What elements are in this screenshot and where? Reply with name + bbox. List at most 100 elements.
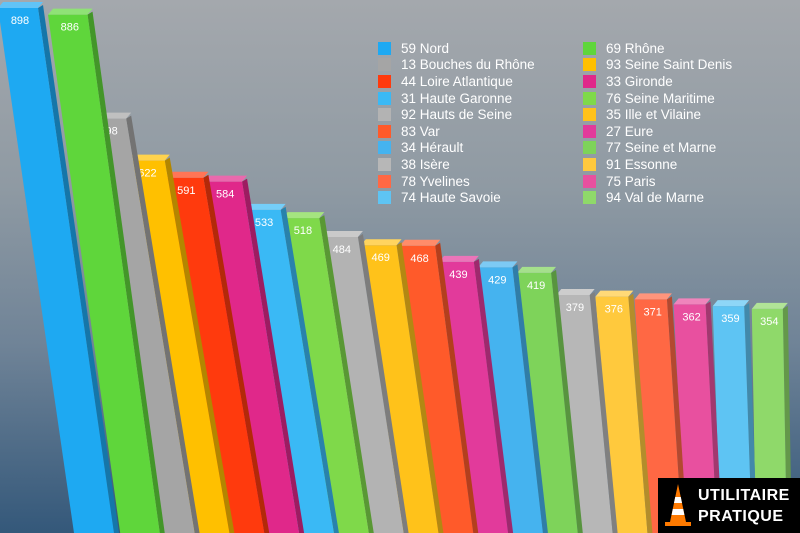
- legend-swatch: [583, 174, 596, 188]
- bar-top: [673, 298, 711, 305]
- legend-swatch: [378, 74, 391, 88]
- bar-value-label: 886: [61, 22, 79, 34]
- legend-label: 31 Haute Garonne: [401, 90, 513, 106]
- legend-label: 13 Bouches du Rhône: [401, 57, 535, 73]
- bar-side: [242, 178, 305, 533]
- bar-top: [321, 230, 363, 237]
- legend-item: 74 Haute Savoie: [378, 189, 583, 206]
- bar: 376: [595, 290, 653, 533]
- bar-top: [517, 266, 557, 273]
- bar: 429: [478, 261, 548, 533]
- bar-value-label: 469: [371, 252, 389, 264]
- bar-side: [628, 293, 653, 533]
- bar-value-label: 484: [333, 244, 351, 256]
- bar: 518: [282, 212, 374, 533]
- bar-front: [321, 236, 404, 533]
- bar-top: [204, 175, 248, 182]
- bar-value-label: 419: [527, 280, 545, 292]
- bar-side: [551, 269, 583, 533]
- bar-top: [634, 293, 672, 300]
- bar: 439: [439, 255, 514, 533]
- bar: 898: [0, 2, 119, 533]
- bar-top: [282, 212, 325, 219]
- bar-value-label: 533: [255, 217, 273, 229]
- bar-front: [360, 245, 439, 533]
- bar: 468: [399, 239, 479, 533]
- legend-item: 13 Bouches du Rhône: [378, 57, 583, 74]
- bar: 584: [204, 175, 305, 533]
- bar-top: [399, 239, 441, 246]
- bar: 419: [517, 266, 583, 533]
- logo-line-1: UTILITAIRE: [698, 486, 790, 504]
- bar-front: [48, 14, 160, 533]
- legend-swatch: [378, 141, 391, 155]
- bar-side: [744, 303, 757, 533]
- legend-item: 92 Hauts de Seine: [378, 106, 583, 123]
- legend-swatch: [378, 157, 391, 171]
- legend-item: 75 Paris: [583, 173, 778, 190]
- bar-top: [439, 255, 479, 262]
- legend-swatch: [583, 91, 596, 105]
- bar-value-label: 898: [11, 15, 29, 27]
- utilitaire-pratique-logo: UTILITAIRE PRATIQUE: [658, 478, 800, 533]
- legend-label: 75 Paris: [606, 173, 656, 189]
- bar-front: [595, 296, 648, 533]
- bar-top: [556, 289, 595, 296]
- bar-front: [243, 209, 334, 533]
- bar-front: [751, 308, 787, 533]
- bar: 359: [712, 300, 757, 533]
- bar-side: [164, 157, 235, 533]
- bar-value-label: 518: [294, 225, 312, 237]
- bar-top: [712, 300, 750, 307]
- bar-front: [282, 218, 369, 533]
- legend-swatch: [378, 41, 391, 55]
- bar-top: [360, 239, 402, 246]
- legend-item: 33 Gironde: [583, 73, 778, 90]
- bar-side: [203, 174, 270, 533]
- bar-front: [204, 181, 300, 533]
- legend-swatch: [583, 74, 596, 88]
- legend-label: 77 Seine et Marne: [606, 140, 717, 156]
- legend-item: 69 Rhône: [583, 40, 778, 57]
- legend-label: 93 Seine Saint Denis: [606, 57, 733, 73]
- legend-item: 94 Val de Marne: [583, 189, 778, 206]
- bar-value-label: 376: [605, 304, 623, 316]
- bar-front: [0, 8, 114, 533]
- legend-item: 77 Seine et Marne: [583, 140, 778, 157]
- legend-item: 27 Eure: [583, 123, 778, 140]
- bar-value-label: 468: [410, 253, 428, 265]
- bar-top: [165, 171, 209, 178]
- legend-label: 35 Ille et Vilaine: [606, 107, 702, 123]
- legend-label: 33 Gironde: [606, 73, 673, 89]
- legend-label: 34 Hérault: [401, 140, 464, 156]
- legend-label: 78 Yvelines: [401, 173, 470, 189]
- bar: 533: [243, 203, 339, 533]
- bar: 469: [360, 239, 444, 533]
- legend-item: 78 Yvelines: [378, 173, 583, 190]
- legend-label: 92 Hauts de Seine: [401, 107, 513, 123]
- bar-value-label: 584: [216, 189, 234, 201]
- legend-item: 38 Isère: [378, 156, 583, 173]
- bar: 591: [165, 171, 270, 533]
- legend-item: 91 Essonne: [583, 156, 778, 173]
- legend-item: 44 Loire Atlantique: [378, 73, 583, 90]
- bar-top: [595, 290, 634, 297]
- legend-label: 76 Seine Maritime: [606, 90, 715, 106]
- bar-front: [673, 304, 718, 533]
- legend-swatch: [583, 191, 596, 205]
- legend-swatch: [378, 174, 391, 188]
- bar-side: [319, 215, 374, 533]
- legend-label: 27 Eure: [606, 123, 654, 139]
- legend-item: 76 Seine Maritime: [583, 90, 778, 107]
- legend-swatch: [583, 108, 596, 122]
- legend-label: 74 Haute Savoie: [401, 190, 501, 206]
- bar-value-label: 591: [177, 185, 195, 197]
- legend-swatch: [583, 141, 596, 155]
- bar-side: [396, 242, 444, 533]
- bar-value-label: 379: [566, 302, 584, 314]
- bar-side: [280, 206, 339, 533]
- bar-front: [556, 295, 613, 533]
- legend-label: 83 Var: [401, 123, 440, 139]
- legend-swatch: [583, 124, 596, 138]
- bar-side: [473, 258, 514, 533]
